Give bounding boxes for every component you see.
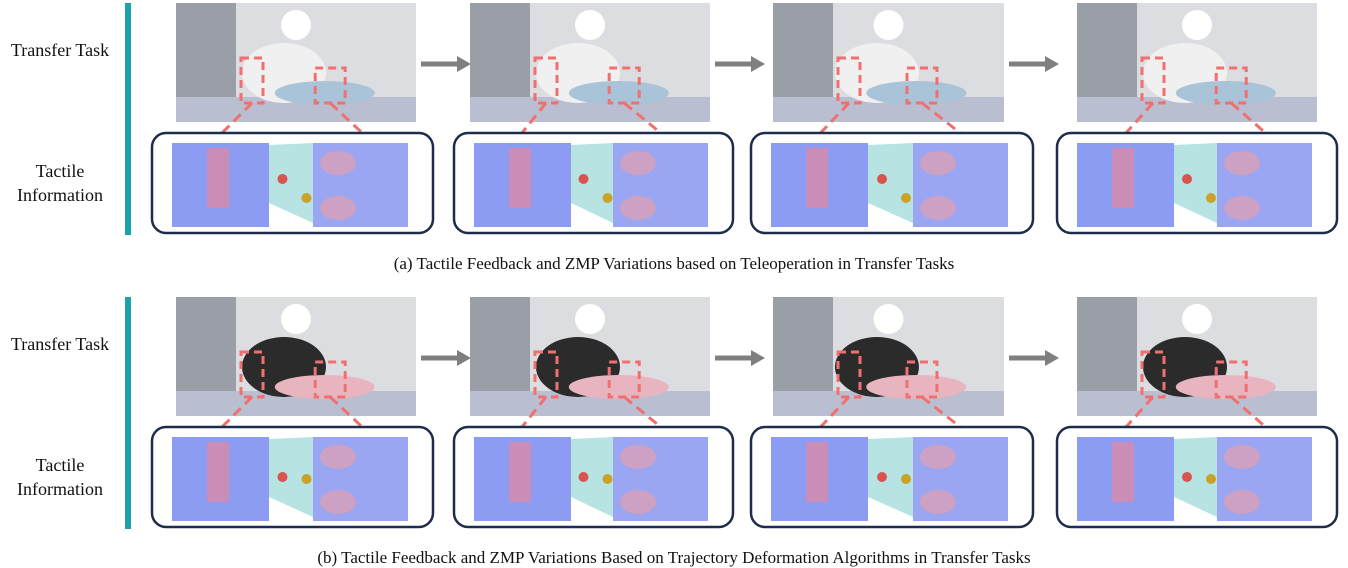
row-label: Tactile Information [8, 453, 112, 501]
tactile-hot [920, 490, 956, 514]
zmp-point [1206, 474, 1216, 484]
arrow-head [751, 350, 765, 366]
tactile-hot [1112, 148, 1134, 208]
face [874, 304, 904, 334]
figure-graphics [0, 0, 1348, 566]
face [1182, 10, 1212, 40]
tactile-hot [1224, 151, 1260, 175]
tactile-hot [920, 445, 956, 469]
zmp-point [278, 472, 288, 482]
tactile-hot [207, 148, 229, 208]
legs [569, 81, 669, 105]
photo-shelf [1077, 297, 1137, 391]
zmp-point [901, 193, 911, 203]
tactile-hot [620, 196, 656, 220]
zmp-point [278, 174, 288, 184]
tactile-hot [320, 445, 356, 469]
photo-shelf [470, 297, 530, 391]
face [575, 304, 605, 334]
tactile-hot [620, 151, 656, 175]
arrow-head [457, 350, 471, 366]
tactile-hot [207, 442, 229, 502]
zmp-point [1206, 193, 1216, 203]
photo-shelf [470, 3, 530, 97]
tactile-hot [320, 196, 356, 220]
caption: (b) Tactile Feedback and ZMP Variations … [0, 548, 1348, 568]
tactile-hot [1112, 442, 1134, 502]
arrow-head [1045, 56, 1059, 72]
tactile-hot [806, 148, 828, 208]
tactile-hot [509, 442, 531, 502]
tactile-hot [320, 490, 356, 514]
arrow-head [751, 56, 765, 72]
legs [866, 81, 966, 105]
face [575, 10, 605, 40]
tactile-hot [320, 151, 356, 175]
arrow-head [457, 56, 471, 72]
legs [275, 81, 375, 105]
tactile-hot [620, 490, 656, 514]
face [281, 304, 311, 334]
tactile-hot [1224, 445, 1260, 469]
tactile-hot [806, 442, 828, 502]
legs [275, 375, 375, 399]
tactile-hot [920, 151, 956, 175]
legs [569, 375, 669, 399]
row-label: Tactile Information [8, 159, 112, 207]
tactile-hot [1224, 196, 1260, 220]
caption: (a) Tactile Feedback and ZMP Variations … [0, 254, 1348, 274]
zmp-point [579, 472, 589, 482]
section-bar [125, 297, 131, 529]
section-bar [125, 3, 131, 235]
face [281, 10, 311, 40]
zmp-point [603, 193, 613, 203]
zmp-point [1182, 472, 1192, 482]
zmp-point [877, 174, 887, 184]
face [874, 10, 904, 40]
legs [1176, 375, 1276, 399]
tactile-hot [920, 196, 956, 220]
arrow-head [1045, 350, 1059, 366]
row-label: Transfer Task [8, 332, 112, 356]
zmp-point [603, 474, 613, 484]
row-label: Transfer Task [8, 38, 112, 62]
tactile-hot [620, 445, 656, 469]
zmp-point [901, 474, 911, 484]
zmp-point [302, 193, 312, 203]
figure: Transfer Task Tactile Information (a) Tact… [0, 0, 1348, 566]
photo-shelf [176, 297, 236, 391]
tactile-hot [1224, 490, 1260, 514]
zmp-point [579, 174, 589, 184]
photo-shelf [773, 297, 833, 391]
zmp-point [877, 472, 887, 482]
photo-shelf [773, 3, 833, 97]
photo-shelf [176, 3, 236, 97]
legs [866, 375, 966, 399]
zmp-point [302, 474, 312, 484]
zmp-point [1182, 174, 1192, 184]
tactile-hot [509, 148, 531, 208]
legs [1176, 81, 1276, 105]
face [1182, 304, 1212, 334]
photo-shelf [1077, 3, 1137, 97]
